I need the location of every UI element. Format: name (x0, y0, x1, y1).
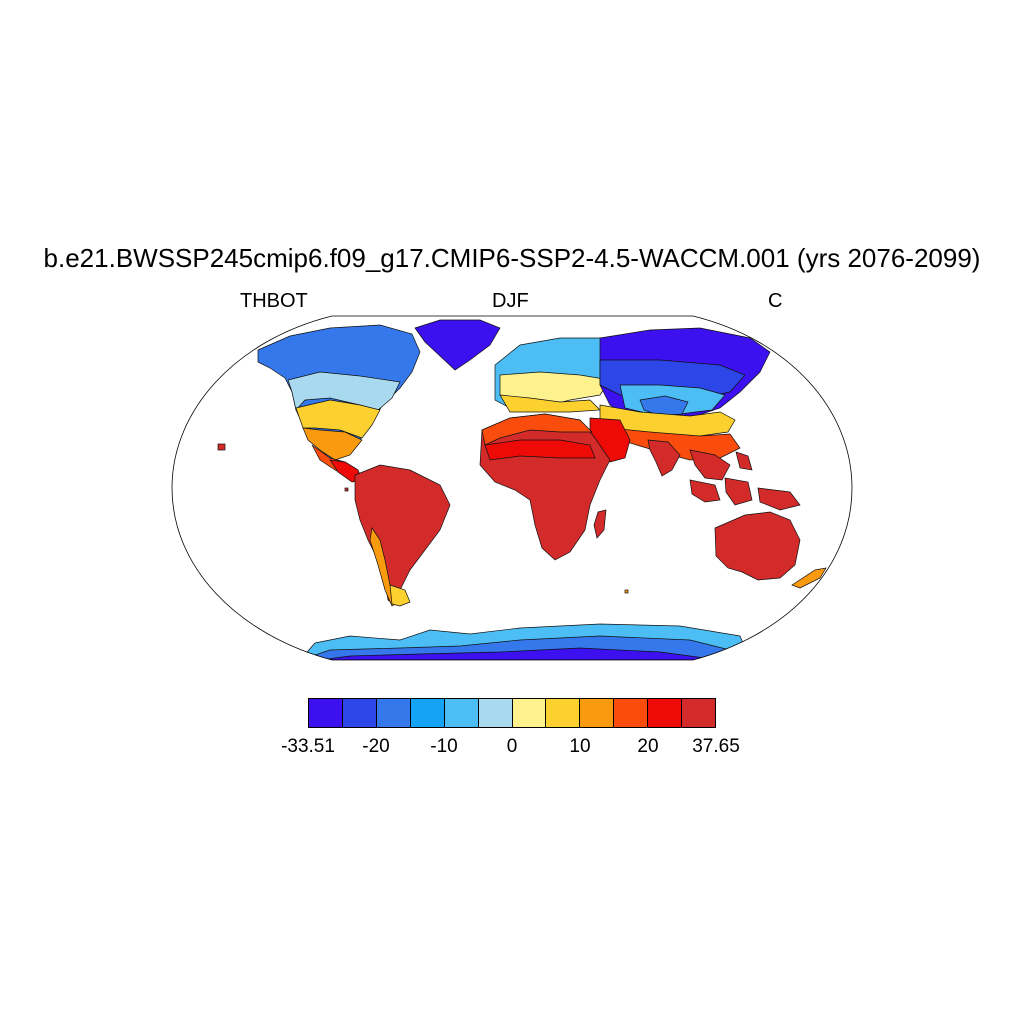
colorbar-swatch (341, 698, 377, 728)
colorbar-tick-label: 20 (637, 736, 659, 757)
africa (479, 413, 611, 561)
variable-label: THBOT (240, 290, 308, 312)
europe (494, 337, 621, 413)
australia (714, 511, 801, 581)
colorbar-swatch (477, 698, 513, 728)
colorbar-swatch (579, 698, 615, 728)
colorbar-tick-label: -33.51 (281, 736, 335, 757)
colorbar-tick-label: -10 (430, 736, 458, 757)
colorbar-swatch (443, 698, 479, 728)
season-label: DJF (492, 290, 529, 312)
antarctica (299, 623, 751, 660)
galapagos-island (344, 487, 349, 492)
madagascar (593, 509, 607, 539)
hawaii-island (217, 443, 226, 451)
greenland (414, 319, 501, 371)
asia (599, 327, 771, 481)
new-zealand (791, 567, 827, 589)
colorbar-tick-label: 10 (569, 736, 591, 757)
colorbar-tick-label: 0 (506, 736, 518, 757)
north-america (257, 324, 421, 479)
colorbar-swatch (613, 698, 649, 728)
colorbar-tick-label: 37.65 (692, 736, 740, 757)
colorbar-swatch (375, 698, 411, 728)
colorbar-tick-labels: -33.51 -20 -10 0 10 20 37.65 (0, 736, 1024, 762)
colorbar-swatch (681, 698, 717, 728)
colorbar-tick-label: -20 (362, 736, 390, 757)
colorbar-swatch (308, 698, 343, 728)
colorbar-swatch (409, 698, 445, 728)
colorbar (308, 698, 717, 728)
units-label: C (768, 290, 783, 312)
colorbar-swatch (511, 698, 547, 728)
colorbar-swatch (647, 698, 683, 728)
south-america (354, 464, 451, 607)
map-boundary (171, 315, 853, 661)
kerguelen-island (624, 589, 629, 594)
colorbar-swatch (545, 698, 581, 728)
maritime-southeast-asia (689, 451, 801, 511)
plot-title: b.e21.BWSSP245cmip6.f09_g17.CMIP6-SSP2-4… (43, 243, 981, 273)
